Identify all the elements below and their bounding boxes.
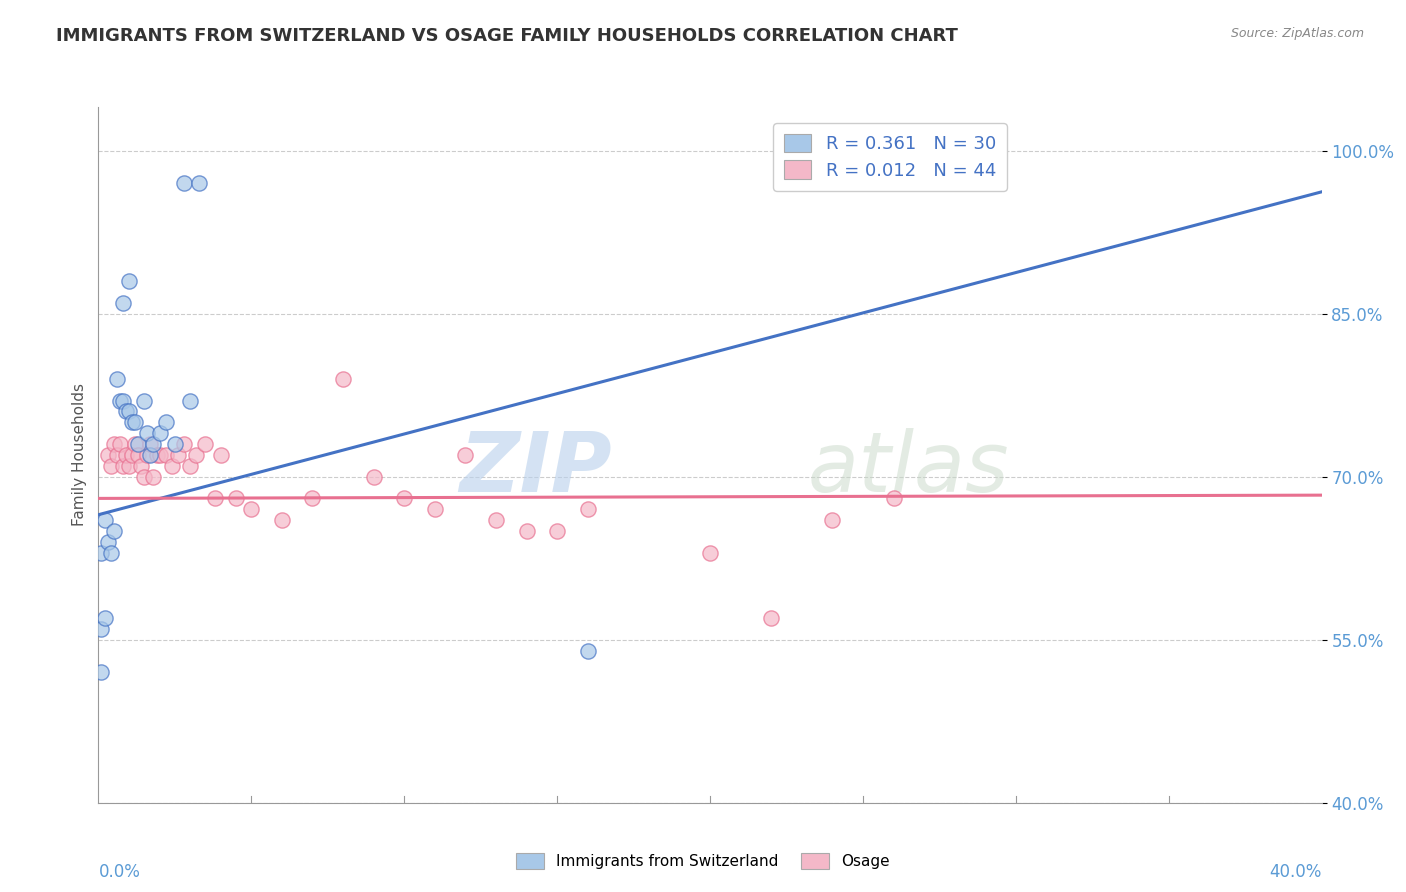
Point — [576, 502, 599, 516]
Point — [129, 458, 152, 473]
Point — [139, 448, 162, 462]
Point — [115, 404, 138, 418]
Point — [516, 524, 538, 538]
Point — [167, 448, 190, 462]
Point — [118, 274, 141, 288]
Point — [145, 448, 167, 462]
Point — [118, 404, 141, 418]
Text: ZIP: ZIP — [460, 428, 612, 509]
Point — [155, 415, 177, 429]
Point — [121, 448, 143, 462]
Point — [188, 176, 211, 190]
Point — [699, 546, 721, 560]
Point — [204, 491, 226, 506]
Text: 0.0%: 0.0% — [98, 863, 141, 880]
Point — [93, 611, 115, 625]
Point — [124, 437, 146, 451]
Point — [173, 176, 195, 190]
Point — [108, 393, 131, 408]
Point — [363, 469, 385, 483]
Point — [485, 513, 508, 527]
Point — [149, 426, 172, 441]
Point — [209, 448, 232, 462]
Point — [111, 393, 134, 408]
Point — [103, 524, 125, 538]
Point — [134, 469, 156, 483]
Point — [546, 524, 568, 538]
Text: atlas: atlas — [808, 428, 1010, 509]
Point — [142, 469, 165, 483]
Point — [149, 448, 172, 462]
Y-axis label: Family Households: Family Households — [72, 384, 87, 526]
Point — [111, 295, 134, 310]
Point — [155, 448, 177, 462]
Point — [139, 437, 162, 451]
Point — [759, 611, 782, 625]
Point — [194, 437, 217, 451]
Point — [115, 448, 138, 462]
Point — [111, 458, 134, 473]
Point — [105, 372, 128, 386]
Point — [100, 546, 122, 560]
Point — [105, 448, 128, 462]
Point — [576, 643, 599, 657]
Point — [240, 502, 263, 516]
Point — [90, 622, 112, 636]
Point — [454, 448, 477, 462]
Point — [179, 393, 201, 408]
Point — [142, 437, 165, 451]
Point — [97, 448, 120, 462]
Point — [160, 458, 183, 473]
Point — [90, 665, 112, 680]
Text: IMMIGRANTS FROM SWITZERLAND VS OSAGE FAMILY HOUSEHOLDS CORRELATION CHART: IMMIGRANTS FROM SWITZERLAND VS OSAGE FAM… — [56, 27, 957, 45]
Point — [392, 491, 416, 506]
Point — [301, 491, 323, 506]
Point — [179, 458, 201, 473]
Text: Source: ZipAtlas.com: Source: ZipAtlas.com — [1230, 27, 1364, 40]
Point — [959, 154, 981, 169]
Point — [121, 415, 143, 429]
Text: 40.0%: 40.0% — [1270, 863, 1322, 880]
Point — [90, 546, 112, 560]
Point — [270, 513, 292, 527]
Point — [97, 535, 120, 549]
Point — [883, 491, 905, 506]
Point — [127, 437, 149, 451]
Point — [124, 415, 146, 429]
Point — [173, 437, 195, 451]
Point — [225, 491, 247, 506]
Point — [134, 393, 156, 408]
Legend: Immigrants from Switzerland, Osage: Immigrants from Switzerland, Osage — [510, 847, 896, 875]
Point — [423, 502, 446, 516]
Point — [108, 437, 131, 451]
Point — [136, 448, 159, 462]
Point — [93, 513, 115, 527]
Point — [118, 458, 141, 473]
Legend: R = 0.361   N = 30, R = 0.012   N = 44: R = 0.361 N = 30, R = 0.012 N = 44 — [773, 123, 1007, 191]
Point — [100, 458, 122, 473]
Point — [103, 437, 125, 451]
Point — [127, 448, 149, 462]
Point — [821, 513, 844, 527]
Point — [332, 372, 354, 386]
Point — [186, 448, 208, 462]
Point — [136, 426, 159, 441]
Point — [163, 437, 186, 451]
